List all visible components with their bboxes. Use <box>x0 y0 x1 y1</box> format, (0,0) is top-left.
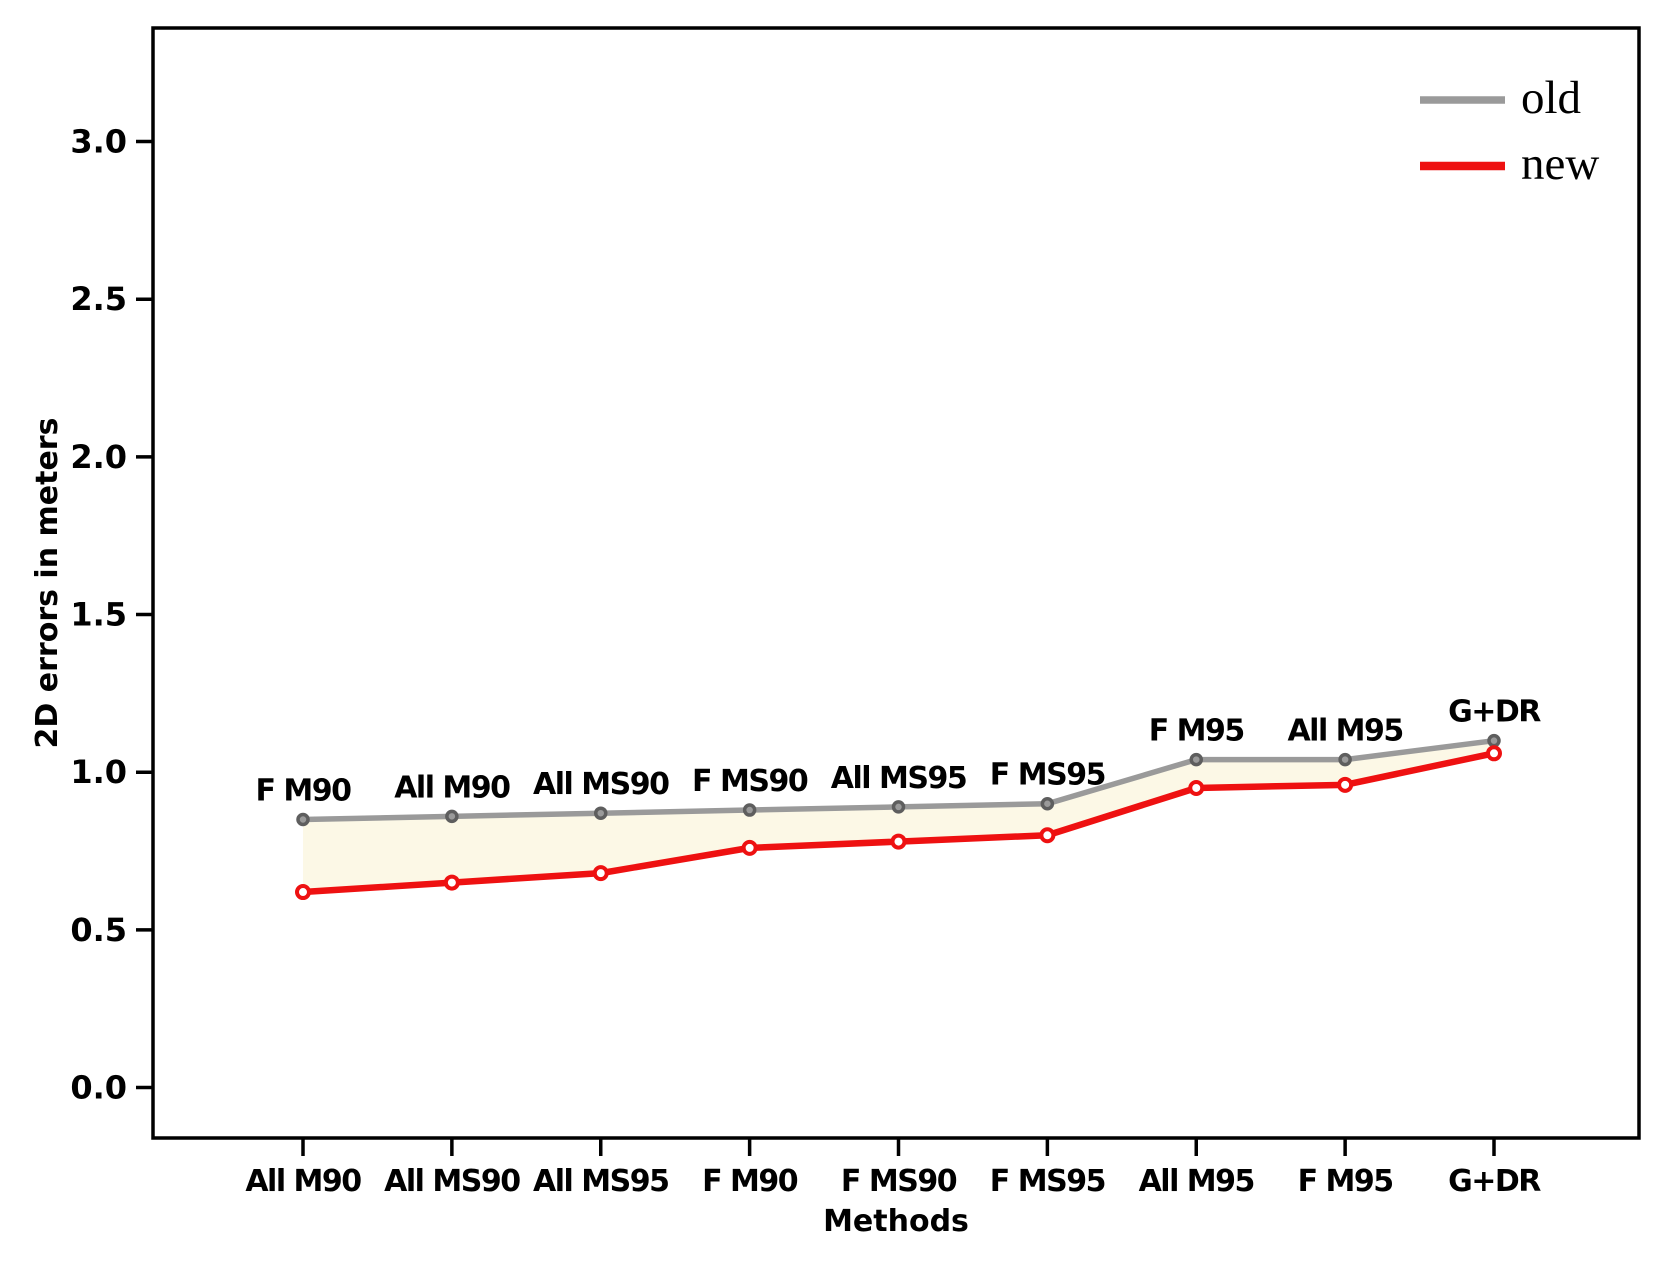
data-point-old <box>445 809 459 824</box>
point-label: All MS90 <box>533 767 669 802</box>
data-point-old <box>891 800 906 814</box>
y-tick-label: 0.0 <box>70 1069 127 1107</box>
data-point-old <box>296 812 310 827</box>
x-tick-label: All M95 <box>1139 1164 1254 1199</box>
point-label: F M95 <box>1149 714 1244 749</box>
data-point-old <box>1487 733 1501 748</box>
x-tick-label: F MS90 <box>841 1164 957 1199</box>
point-label: All MS95 <box>831 761 966 796</box>
axis-titles: Methods 2D errors in meters <box>30 418 969 1239</box>
fill-between-region <box>303 740 1494 893</box>
data-point-new <box>295 884 311 901</box>
y-tick-label: 0.5 <box>70 911 127 949</box>
data-point-old <box>594 806 608 820</box>
y-axis: 0.0 0.5 1.0 1.5 2.0 2.5 3.0 <box>70 123 153 1107</box>
y-tick-label: 1.5 <box>70 596 127 634</box>
data-point-old <box>1040 796 1055 811</box>
point-label: All M95 <box>1287 714 1402 749</box>
x-tick-label: F MS95 <box>990 1164 1105 1199</box>
data-point-old <box>1338 752 1352 767</box>
x-tick-label: F M90 <box>702 1164 798 1199</box>
point-label: All M90 <box>394 770 510 805</box>
data-point-new <box>890 833 907 850</box>
x-tick-label: F M95 <box>1298 1164 1393 1199</box>
y-tick-label: 3.0 <box>70 123 127 161</box>
data-point-new <box>1486 745 1502 762</box>
data-point-new <box>1039 827 1056 844</box>
y-tick-label: 2.5 <box>70 280 127 318</box>
legend-label-old: old <box>1521 72 1581 124</box>
y-tick-label: 2.0 <box>70 438 127 476</box>
series-new <box>295 745 1502 901</box>
x-axis: All M90 All MS90 All MS95 F M90 F MS90 F MS95… <box>245 1138 1543 1199</box>
fill-between-polygon <box>303 740 1494 893</box>
point-label: F MS90 <box>692 764 808 799</box>
point-labels: F M90 All M90 All MS90 F MS90 All MS95 F MS95… <box>255 695 1542 809</box>
x-tick-label: All MS95 <box>533 1164 668 1199</box>
y-axis-title: 2D errors in meters <box>30 418 65 749</box>
x-tick-label: All M90 <box>245 1164 361 1199</box>
x-tick-label: All MS90 <box>384 1164 520 1199</box>
y-tick-label: 1.0 <box>70 753 127 791</box>
legend-label-new: new <box>1521 138 1599 190</box>
point-label: F M90 <box>255 774 351 809</box>
data-point-old <box>1189 752 1203 767</box>
data-point-old <box>742 803 757 817</box>
plot-frame <box>151 26 1641 1140</box>
data-point-new <box>1337 776 1354 793</box>
x-tick-label: G+DR <box>1448 1164 1541 1199</box>
data-point-new <box>741 839 758 856</box>
data-point-new <box>592 865 609 882</box>
point-label: G+DR <box>1448 695 1541 730</box>
plot-border <box>151 26 1641 1140</box>
legend: old new <box>1420 72 1599 190</box>
point-label: F MS95 <box>990 758 1105 793</box>
x-axis-title: Methods <box>823 1204 969 1239</box>
series-old <box>296 733 1501 827</box>
data-point-new <box>443 874 460 891</box>
data-point-new <box>1188 779 1205 796</box>
